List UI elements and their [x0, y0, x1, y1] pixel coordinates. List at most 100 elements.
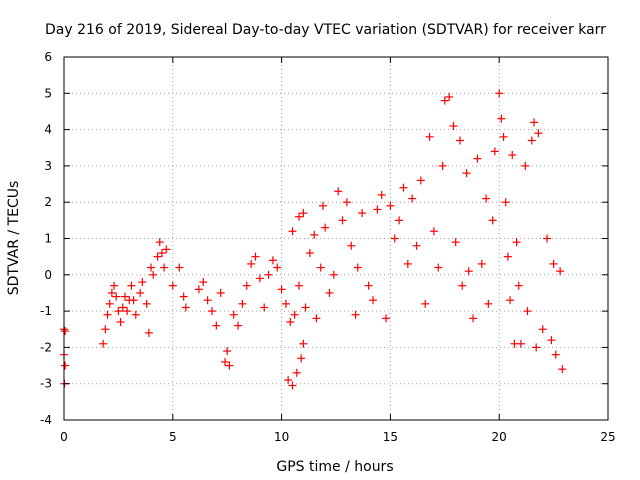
- y-tick-label: -3: [40, 377, 52, 391]
- data-point: [225, 361, 234, 370]
- y-tick-label: 5: [44, 86, 52, 100]
- data-point: [521, 161, 530, 170]
- data-point: [351, 310, 360, 319]
- chart-title: Day 216 of 2019, Sidereal Day-to-day VTE…: [45, 22, 606, 38]
- data-point: [277, 285, 286, 294]
- y-tick-label: -4: [40, 413, 52, 427]
- y-tick-label: 6: [44, 50, 52, 64]
- data-point: [310, 230, 319, 239]
- data-point: [499, 132, 508, 141]
- data-point: [549, 259, 558, 268]
- data-point: [484, 299, 493, 308]
- data-point: [338, 216, 347, 225]
- data-point: [297, 354, 306, 363]
- data-point: [149, 270, 158, 279]
- data-point: [61, 327, 70, 336]
- data-point: [368, 296, 377, 305]
- y-tick-label: 2: [44, 195, 52, 209]
- data-point: [168, 281, 177, 290]
- data-point: [312, 314, 321, 323]
- data-point: [464, 267, 473, 276]
- data-point: [160, 263, 169, 272]
- data-point: [556, 267, 565, 276]
- x-tick-label: 0: [60, 430, 68, 444]
- data-point: [299, 209, 308, 218]
- y-tick-label: 3: [44, 159, 52, 173]
- data-point: [142, 299, 151, 308]
- y-tick-label: 4: [44, 123, 52, 137]
- data-point: [425, 132, 434, 141]
- data-point: [105, 299, 114, 308]
- y-tick-label: 0: [44, 268, 52, 282]
- data-point: [473, 154, 482, 163]
- data-point: [547, 336, 556, 345]
- data-point: [223, 347, 232, 356]
- data-point: [386, 201, 395, 210]
- data-point: [123, 307, 132, 316]
- data-point: [290, 310, 299, 319]
- data-point: [247, 259, 256, 268]
- data-point: [445, 92, 454, 101]
- data-point: [408, 194, 417, 203]
- data-point: [490, 147, 499, 156]
- data-point: [558, 365, 567, 374]
- data-point: [292, 368, 301, 377]
- data-point: [207, 307, 216, 316]
- data-point: [456, 136, 465, 145]
- data-point: [508, 151, 517, 160]
- data-point: [538, 325, 547, 334]
- data-point: [216, 288, 225, 297]
- data-point: [129, 296, 138, 305]
- data-point: [321, 223, 330, 232]
- data-point: [264, 270, 273, 279]
- data-point: [116, 317, 125, 326]
- data-point: [421, 299, 430, 308]
- data-point: [155, 238, 164, 247]
- data-point: [440, 96, 449, 105]
- data-point: [194, 285, 203, 294]
- axis-ticks: [63, 56, 609, 421]
- data-points: [60, 89, 567, 390]
- data-point: [305, 249, 314, 258]
- data-point: [318, 201, 327, 210]
- data-point: [449, 121, 458, 130]
- data-point: [325, 288, 334, 297]
- data-point: [395, 216, 404, 225]
- data-point: [136, 288, 145, 297]
- data-point: [342, 198, 351, 207]
- data-point: [316, 263, 325, 272]
- x-axis-label: GPS time / hours: [276, 459, 393, 475]
- data-point: [458, 281, 467, 290]
- data-point: [229, 310, 238, 319]
- data-point: [234, 321, 243, 330]
- data-point: [523, 307, 532, 316]
- data-point: [358, 209, 367, 218]
- data-point: [516, 339, 525, 348]
- data-point: [99, 339, 108, 348]
- data-point: [212, 321, 221, 330]
- data-point: [203, 296, 212, 305]
- data-point: [462, 169, 471, 178]
- data-point: [416, 176, 425, 185]
- data-point: [477, 259, 486, 268]
- data-point: [429, 227, 438, 236]
- data-point: [527, 136, 536, 145]
- data-point: [107, 288, 116, 297]
- x-tick-label: 10: [274, 430, 289, 444]
- data-point: [295, 212, 304, 221]
- x-tick-labels: 0 5 10 15 20 25: [60, 430, 615, 444]
- data-point: [179, 292, 188, 301]
- data-point: [506, 296, 515, 305]
- data-point: [364, 281, 373, 290]
- data-point: [438, 161, 447, 170]
- data-point: [288, 227, 297, 236]
- data-point: [268, 256, 277, 265]
- data-point: [551, 350, 560, 359]
- data-point: [373, 205, 382, 214]
- data-point: [157, 249, 166, 258]
- data-point: [390, 234, 399, 243]
- data-point: [281, 299, 290, 308]
- data-point: [299, 339, 308, 348]
- data-point: [120, 292, 129, 301]
